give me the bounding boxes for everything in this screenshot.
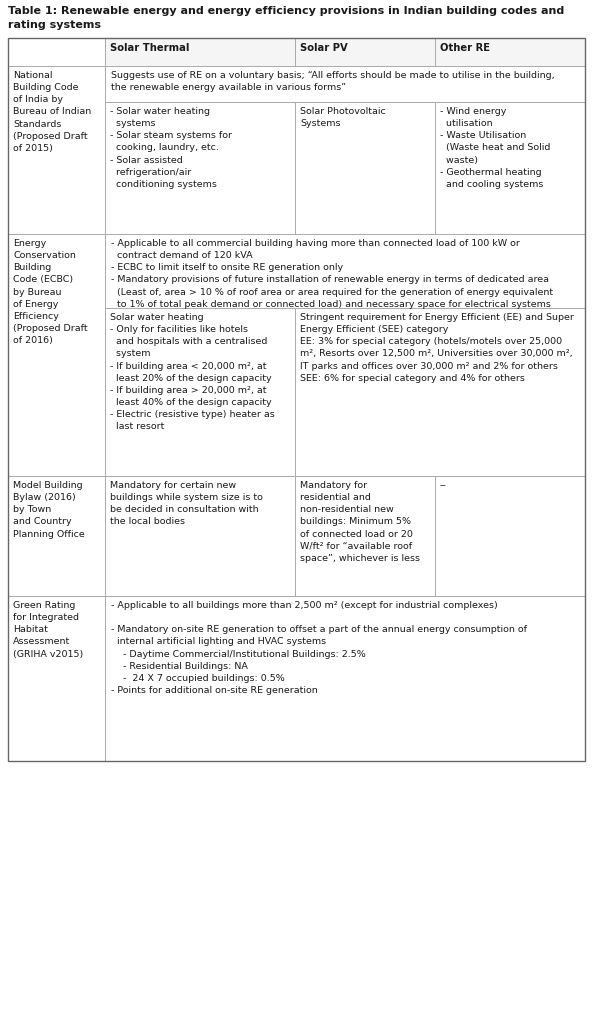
Bar	[435, 38, 585, 66]
Text: Green Rating
for Integrated
Habitat
Assessment
(GRIHA v2015): Green Rating for Integrated Habitat Asse…	[13, 601, 83, 658]
Text: National
Building Code
of India by
Bureau of Indian
Standards
(Proposed Draft
of: National Building Code of India by Burea…	[13, 71, 91, 153]
Text: - Applicable to all commercial building having more than connected load of 100 k: - Applicable to all commercial building …	[111, 239, 553, 309]
Text: Table 1: Renewable energy and energy efficiency provisions in Indian building co: Table 1: Renewable energy and energy eff…	[8, 6, 564, 17]
Bar	[105, 596, 585, 761]
Bar	[8, 596, 105, 761]
Bar	[105, 66, 585, 102]
Bar	[295, 476, 435, 596]
Text: rating systems: rating systems	[8, 20, 101, 30]
Bar	[435, 476, 585, 596]
Text: Solar PV: Solar PV	[300, 43, 348, 53]
Text: - Wind energy
  utilisation
- Waste Utilisation
  (Waste heat and Solid
  waste): - Wind energy utilisation - Waste Utilis…	[440, 107, 550, 189]
Bar	[295, 102, 435, 234]
Bar	[8, 38, 105, 66]
Bar	[8, 66, 105, 234]
Bar	[295, 38, 435, 66]
Bar	[8, 66, 105, 234]
Text: Energy
Conservation
Building
Code (ECBC)
by Bureau
of Energy
Efficiency
(Propose: Energy Conservation Building Code (ECBC)…	[13, 239, 88, 345]
Text: Solar Thermal: Solar Thermal	[110, 43, 190, 53]
Bar	[8, 234, 105, 476]
Text: Solar Photovoltaic
Systems: Solar Photovoltaic Systems	[300, 107, 386, 128]
Text: Solar water heating
- Only for facilities like hotels
  and hospitals with a cen: Solar water heating - Only for facilitie…	[110, 313, 275, 431]
Text: --: --	[440, 481, 447, 490]
Bar	[105, 38, 295, 66]
Bar	[295, 308, 585, 476]
Text: - Applicable to all buildings more than 2,500 m² (except for industrial complexe: - Applicable to all buildings more than …	[111, 601, 527, 695]
Text: Mandatory for certain new
buildings while system size is to
be decided in consul: Mandatory for certain new buildings whil…	[110, 481, 263, 526]
Text: Stringent requirement for Energy Efficient (EE) and Super
Energy Efficient (SEE): Stringent requirement for Energy Efficie…	[300, 313, 574, 383]
Text: Other RE: Other RE	[440, 43, 490, 53]
Bar	[105, 476, 295, 596]
Bar	[105, 234, 585, 308]
Bar	[8, 38, 585, 761]
Text: Model Building
Bylaw (2016)
by Town
and Country
Planning Office: Model Building Bylaw (2016) by Town and …	[13, 481, 85, 539]
Bar	[8, 476, 105, 596]
Bar	[105, 102, 295, 234]
Bar	[105, 308, 295, 476]
Text: - Solar water heating
  systems
- Solar steam systems for
  cooking, laundry, et: - Solar water heating systems - Solar st…	[110, 107, 232, 189]
Text: Mandatory for
residential and
non-residential new
buildings: Minimum 5%
of conne: Mandatory for residential and non-reside…	[300, 481, 420, 562]
Text: Suggests use of RE on a voluntary basis; “All efforts should be made to utilise : Suggests use of RE on a voluntary basis;…	[111, 71, 554, 92]
Bar	[435, 102, 585, 234]
